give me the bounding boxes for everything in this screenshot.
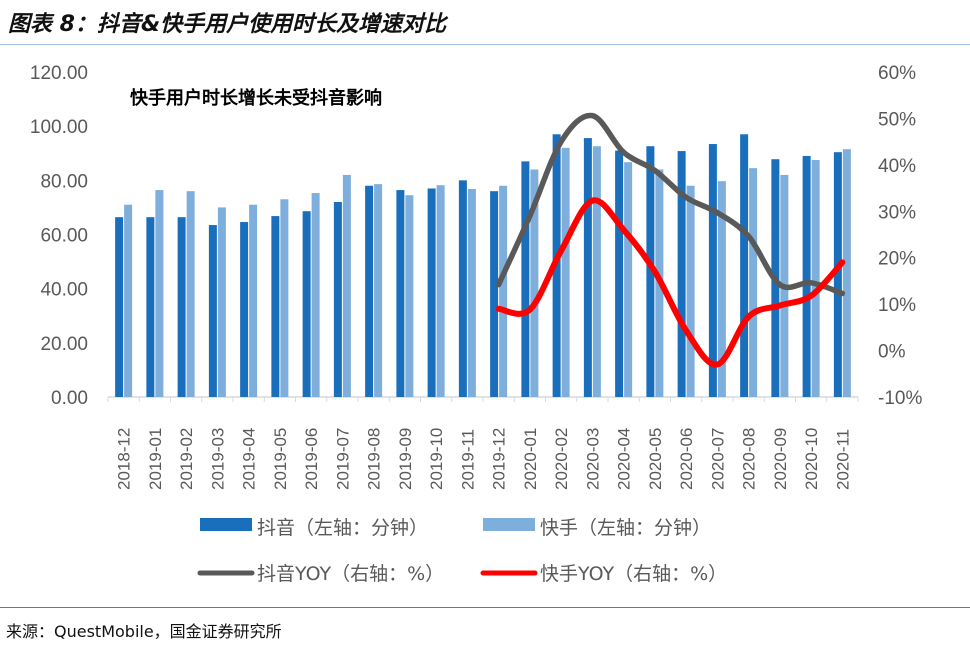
bar-kuaishou bbox=[530, 169, 539, 397]
x-axis-label: 2020-08 bbox=[740, 428, 759, 490]
x-axis-label: 2019-09 bbox=[396, 428, 415, 490]
bar-douyin bbox=[458, 180, 467, 397]
x-axis-label: 2020-02 bbox=[552, 428, 571, 490]
line-kuaishou-yoy bbox=[495, 197, 846, 368]
figure-title: 图表 8：抖音&快手用户使用时长及增速对比 bbox=[8, 12, 447, 37]
bar-kuaishou bbox=[155, 190, 164, 397]
title-divider bbox=[0, 44, 970, 45]
bar-douyin bbox=[333, 202, 342, 397]
right-axis-tick: -10% bbox=[878, 388, 922, 409]
left-axis-tick: 100.00 bbox=[30, 117, 88, 138]
bar-kuaishou bbox=[374, 184, 383, 397]
right-axis-tick: 50% bbox=[878, 109, 916, 130]
bar-douyin bbox=[208, 225, 217, 397]
bar-douyin bbox=[271, 216, 280, 397]
chart-annotation: 快手用户时长增长未受抖音影响 bbox=[130, 87, 382, 109]
left-axis-tick: 80.00 bbox=[40, 171, 88, 192]
bar-douyin bbox=[146, 217, 155, 397]
bar-kuaishou bbox=[561, 147, 570, 397]
legend-swatch bbox=[200, 518, 252, 531]
left-axis-tick: 40.00 bbox=[40, 280, 88, 301]
x-axis-label: 2020-06 bbox=[677, 428, 696, 490]
bar-kuaishou bbox=[717, 181, 726, 397]
bar-kuaishou bbox=[311, 193, 320, 397]
footer-divider bbox=[0, 607, 970, 608]
bar-douyin bbox=[302, 211, 311, 397]
x-axis-label: 2019-06 bbox=[302, 428, 321, 490]
x-axis-label: 2019-04 bbox=[240, 428, 259, 490]
bar-kuaishou bbox=[186, 191, 195, 397]
bar-douyin bbox=[427, 188, 436, 397]
x-axis-label: 2019-11 bbox=[458, 429, 477, 490]
x-axis-label: 2020-04 bbox=[615, 428, 634, 490]
bar-douyin bbox=[646, 146, 655, 397]
legend-label: 抖音（左轴：分钟） bbox=[257, 517, 428, 539]
source-note: 来源：QuestMobile，国金证券研究所 bbox=[6, 622, 282, 641]
bar-kuaishou bbox=[842, 149, 851, 397]
bar-kuaishou bbox=[499, 185, 508, 397]
x-axis-label: 2020-05 bbox=[646, 428, 665, 490]
bar-douyin bbox=[708, 144, 717, 397]
bar-douyin bbox=[583, 138, 592, 398]
bar-kuaishou bbox=[467, 189, 476, 397]
x-axis-label: 2019-05 bbox=[271, 428, 290, 490]
bar-douyin bbox=[490, 191, 499, 397]
right-axis-tick: 60% bbox=[878, 63, 916, 84]
bar-kuaishou bbox=[686, 185, 695, 397]
bar-kuaishou bbox=[811, 160, 820, 397]
bar-douyin bbox=[396, 190, 405, 397]
bar-douyin bbox=[615, 150, 624, 397]
bar-douyin bbox=[115, 217, 124, 397]
bar-douyin bbox=[740, 134, 749, 397]
x-axis-label: 2019-03 bbox=[208, 428, 227, 490]
x-axis-label: 2019-08 bbox=[365, 428, 384, 490]
bar-kuaishou bbox=[592, 146, 601, 397]
bar-kuaishou bbox=[749, 168, 758, 397]
left-axis-tick: 20.00 bbox=[40, 334, 88, 355]
x-axis-label: 2019-07 bbox=[333, 428, 352, 490]
x-axis-label: 2020-03 bbox=[583, 428, 602, 490]
bar-douyin bbox=[833, 152, 842, 397]
right-axis-tick: 0% bbox=[878, 342, 906, 363]
x-axis-label: 2020-01 bbox=[521, 428, 540, 490]
right-axis-tick: 30% bbox=[878, 202, 916, 223]
bar-douyin bbox=[365, 185, 374, 397]
bar-douyin bbox=[521, 161, 530, 397]
left-axis-tick: 0.00 bbox=[51, 388, 88, 409]
right-axis-tick: 40% bbox=[878, 156, 916, 177]
bar-kuaishou bbox=[249, 204, 258, 397]
x-axis-label: 2020-09 bbox=[771, 428, 790, 490]
bar-kuaishou bbox=[342, 174, 351, 397]
bar-kuaishou bbox=[436, 185, 445, 397]
x-axis-label: 2020-11 bbox=[833, 429, 852, 490]
x-axis-label: 2018-12 bbox=[115, 428, 134, 490]
bar-kuaishou bbox=[217, 207, 226, 397]
line-douyin-yoy bbox=[495, 112, 846, 297]
bar-douyin bbox=[802, 155, 811, 397]
x-axis-label: 2019-01 bbox=[146, 428, 165, 490]
x-axis-label: 2019-02 bbox=[177, 428, 196, 490]
bar-douyin bbox=[240, 222, 249, 397]
legend-label: 快手YOY（右轴：%） bbox=[540, 563, 727, 585]
chart: 0.00 20.00 40.00 60.00 80.00 100.00 120.00 -10%… bbox=[30, 63, 923, 585]
x-axis-label: 2019-10 bbox=[427, 428, 446, 490]
legend-label: 快手（左轴：分钟） bbox=[540, 517, 711, 539]
bar-douyin bbox=[177, 217, 186, 397]
right-axis-tick: 10% bbox=[878, 295, 916, 316]
left-axis-tick: 60.00 bbox=[40, 226, 88, 247]
bar-kuaishou bbox=[405, 195, 414, 397]
left-axis-tick: 120.00 bbox=[30, 63, 88, 84]
bar-douyin bbox=[677, 151, 686, 397]
bar-kuaishou bbox=[124, 204, 133, 397]
right-axis-tick: 20% bbox=[878, 249, 916, 270]
x-axis-label: 2020-07 bbox=[708, 428, 727, 490]
legend-label: 抖音YOY（右轴：%） bbox=[257, 563, 444, 585]
x-axis-label: 2019-12 bbox=[490, 428, 509, 490]
legend-swatch bbox=[483, 518, 535, 531]
bar-kuaishou bbox=[624, 162, 633, 397]
bar-kuaishou bbox=[280, 199, 289, 397]
x-axis-label: 2020-10 bbox=[802, 428, 821, 490]
